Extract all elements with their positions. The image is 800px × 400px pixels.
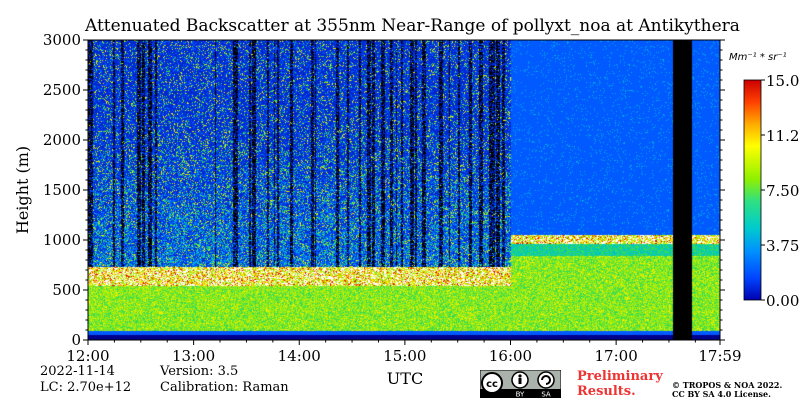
axes: 0 500 1000 1500 2000 2500 3000 12:00 13:00 14:00 1… <box>43 31 742 365</box>
y-tick-label: 2000 <box>43 131 81 149</box>
x-tick-label: 13:00 <box>172 347 215 365</box>
preliminary-notice: Preliminary Results. <box>577 369 663 399</box>
copyright-notice: © TROPOS & NOA 2022. CC BY SA 4.0 Licens… <box>672 380 783 399</box>
y-tick-label: 2500 <box>43 81 81 99</box>
x-tick-label: 14:00 <box>278 347 321 365</box>
y-tick-label: 1000 <box>43 231 81 249</box>
heatmap-image <box>88 40 720 340</box>
measurement-date: 2022-11-14 <box>40 364 115 379</box>
colorbar-unit-label: Mm⁻¹ * sr⁻¹ <box>729 52 787 63</box>
y-tick-label: 0 <box>71 331 81 349</box>
colorbar-tick-label: 15.00 <box>766 72 800 90</box>
colorbar-ticks: 15.00 11.25 7.50 3.75 0.00 <box>761 72 800 310</box>
y-tick-label: 1500 <box>43 181 81 199</box>
colorbar-tick-label: 7.50 <box>766 182 799 200</box>
colorbar-tick-label: 0.00 <box>766 292 799 310</box>
x-axis-label: UTC <box>387 369 423 388</box>
lidar-constant: LC: 2.70e+12 <box>40 380 132 395</box>
colorbar-tick-label: 3.75 <box>766 237 799 255</box>
y-tick-label: 3000 <box>43 31 81 49</box>
x-tick-label: 15:00 <box>383 347 426 365</box>
heatmap-plot-area <box>88 40 720 340</box>
chart-title: Attenuated Backscatter at 355nm Near-Ran… <box>85 16 740 36</box>
version-label: Version: 3.5 <box>160 364 239 379</box>
svg-text:BY: BY <box>516 391 525 399</box>
calibration-label: Calibration: Raman <box>160 380 289 395</box>
colorbar <box>743 79 762 301</box>
x-tick-label: 17:59 <box>698 347 741 365</box>
y-axis-label: Height (m) <box>13 146 32 234</box>
cc-by-sa-icon: cc BY SA <box>480 370 561 398</box>
x-tick-label: 16:00 <box>489 347 532 365</box>
y-tick-label: 500 <box>52 281 81 299</box>
x-tick-label: 17:00 <box>595 347 638 365</box>
x-tick-label: 12:00 <box>66 347 109 365</box>
svg-text:cc: cc <box>486 379 498 390</box>
svg-text:SA: SA <box>541 391 551 399</box>
colorbar-tick-label: 11.25 <box>766 127 800 145</box>
